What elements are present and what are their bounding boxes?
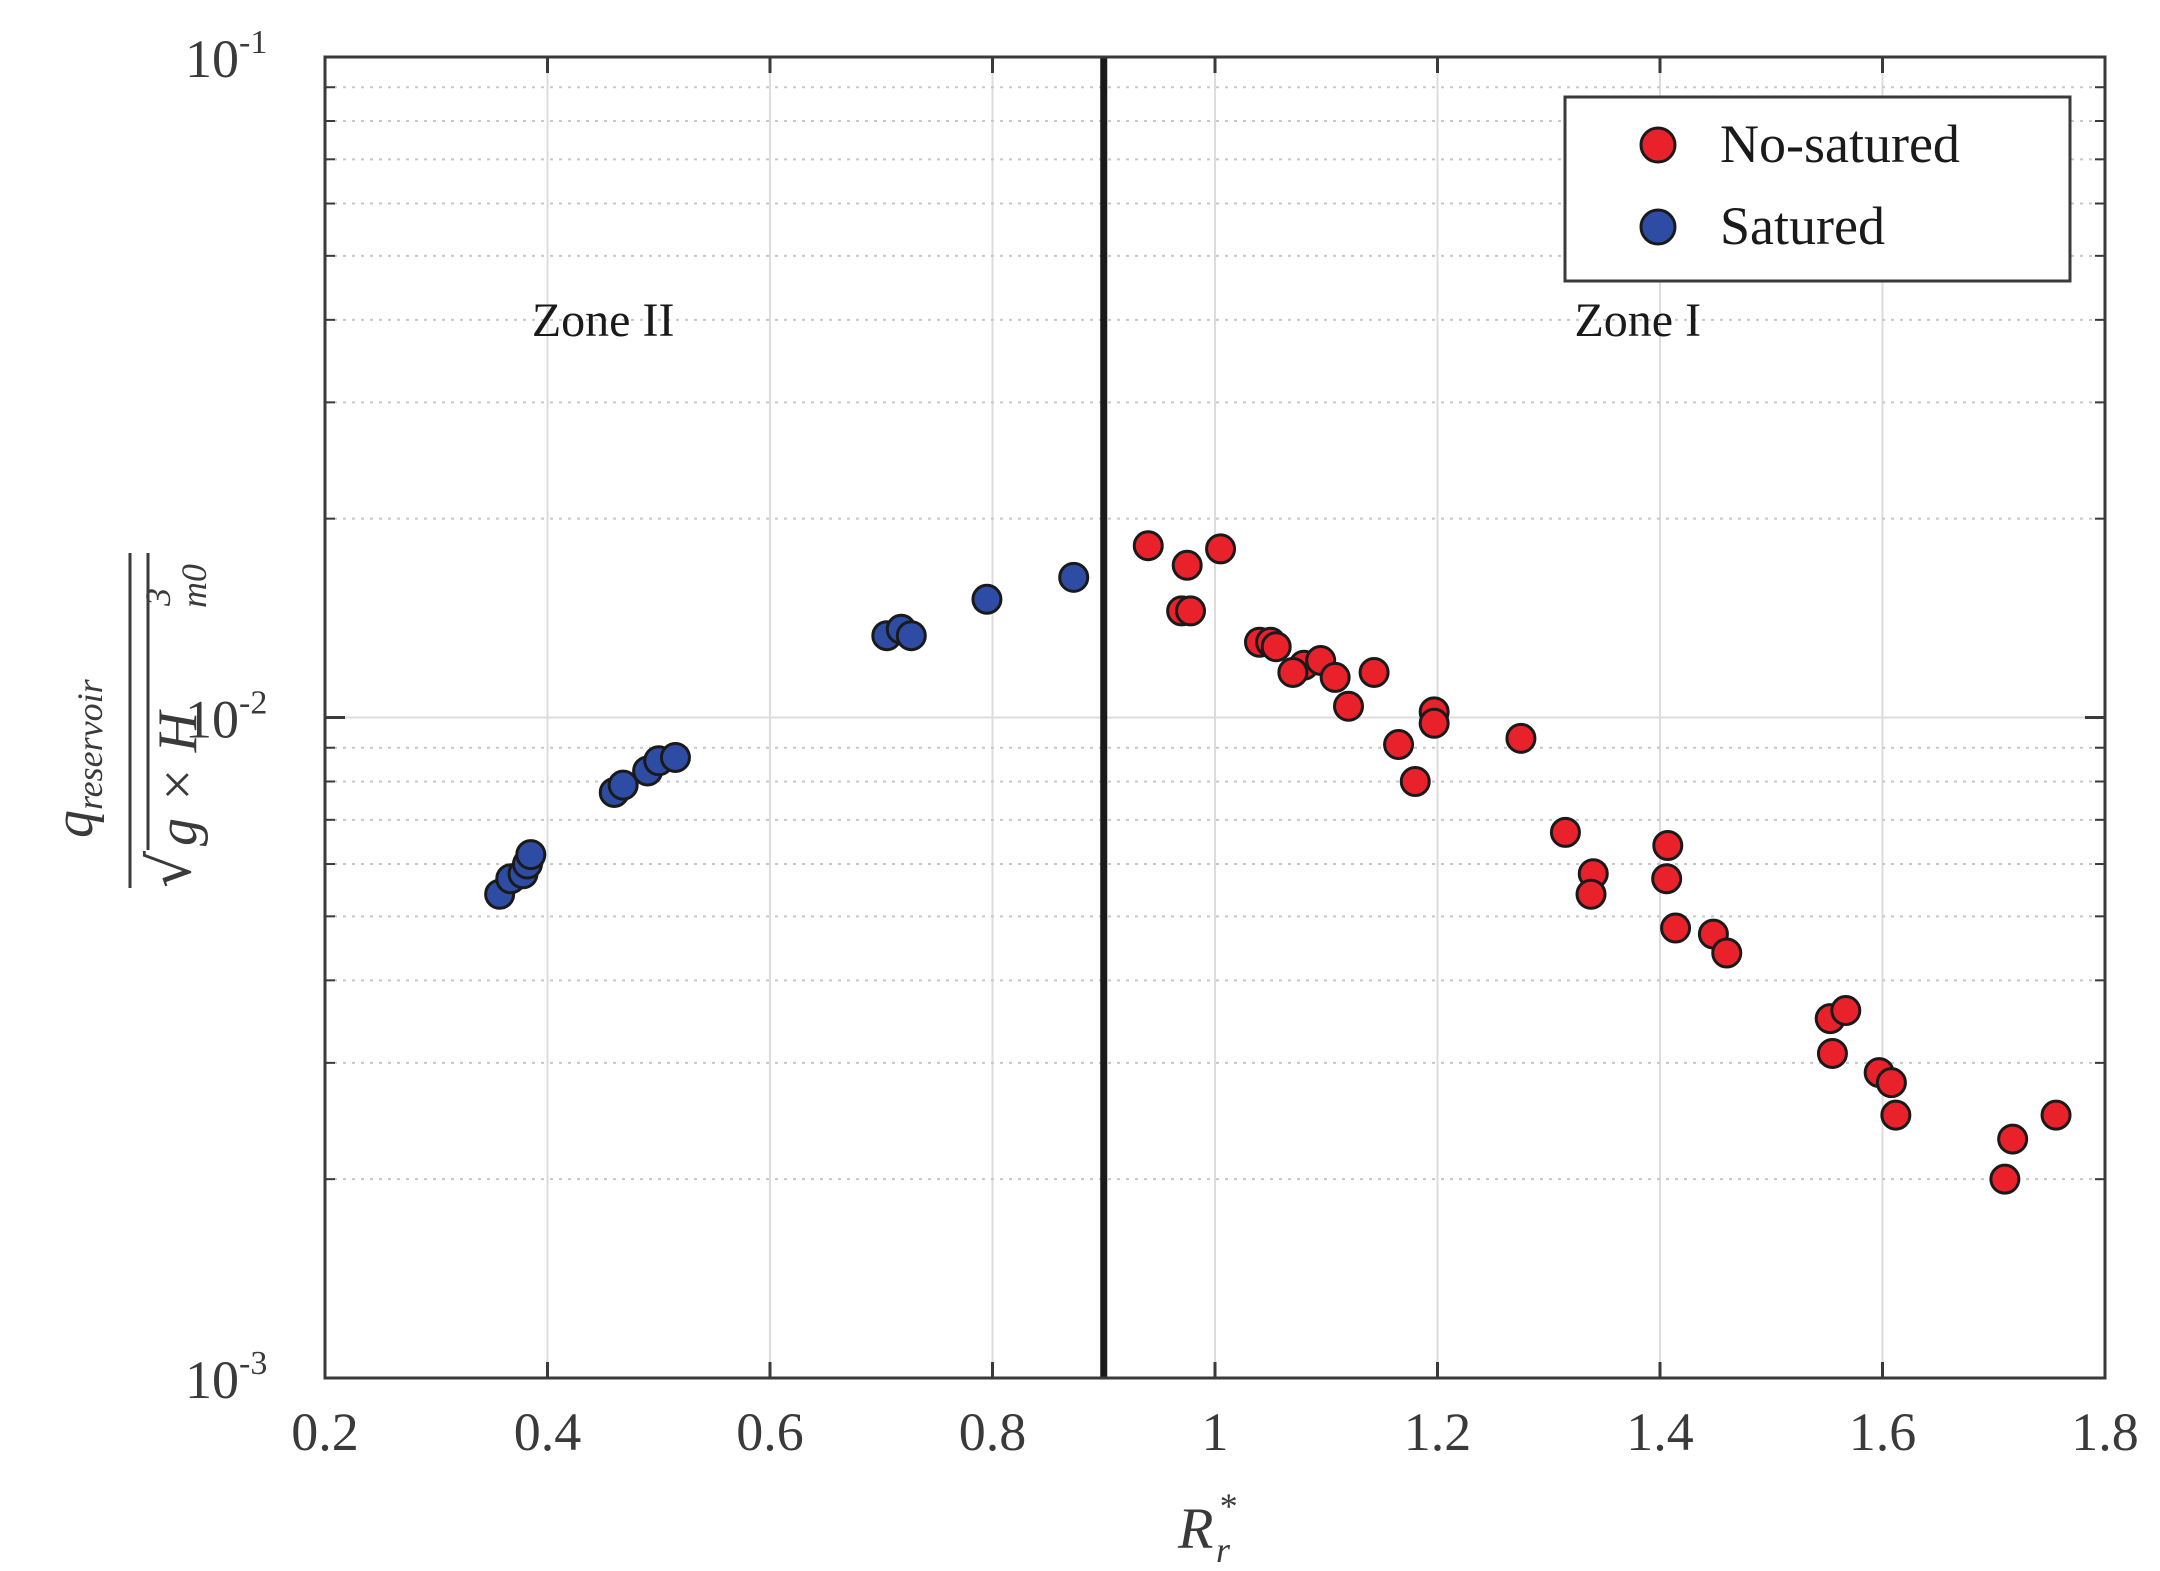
data-point-no-satured [1711,937,1743,969]
data-point-no-satured [1549,816,1581,848]
y-tick-label-base: 10 [185,690,239,750]
legend-marker-no-satured [1639,126,1677,164]
sqrt-symbol: √ [136,851,204,888]
legend-box [1563,95,2072,283]
data-point-no-satured [1277,656,1309,688]
x-tick-label: 1.2 [1404,1402,1472,1462]
data-point-satured [971,583,1003,615]
legend-label-no-satured: No-satured [1720,114,1960,174]
data-point-no-satured [1205,533,1237,565]
x-tick-label: 1.6 [1849,1402,1917,1462]
data-point-no-satured [1132,530,1164,562]
data-point-satured [659,741,691,773]
zone-label: Zone I [1574,294,1701,347]
data-point-no-satured [1175,595,1207,627]
y-tick-label-exponent: -3 [239,1345,267,1382]
data-point-no-satured [1418,707,1450,739]
data-point-no-satured [1319,661,1351,693]
data-point-no-satured [1333,690,1364,722]
x-tick-label: 0.4 [514,1402,582,1462]
data-point-no-satured [1171,549,1203,581]
data-points [484,530,2072,1195]
y-tick-label-base: 10 [185,1350,239,1410]
data-point-no-satured [1651,863,1683,895]
y-tick-label: 10-1 [185,24,267,89]
zone-annotations: Zone II Zone I [532,294,1701,347]
y-axis-label-den: g × H [147,709,209,846]
legend-marker-satured [1639,208,1677,246]
x-tick-labels: 0.2 0.4 0.6 0.8 1 1.2 1.4 1.6 1.8 [291,1402,2139,1462]
data-point-no-satured [1875,1067,1907,1099]
data-point-no-satured [1260,631,1292,663]
y-tick-label-exponent: -2 [239,685,267,722]
data-point-no-satured [1816,1037,1848,1069]
zone-label: Zone II [532,294,675,347]
y-tick-label-exponent: -1 [239,24,267,61]
y-axis-label-q: q [43,810,105,838]
data-point-no-satured [1880,1099,1912,1131]
y-tick-label: 10-3 [185,1345,267,1410]
y-axis-label-q-sub: reservoir [70,678,110,810]
x-tick-label: 0.8 [959,1402,1027,1462]
data-point-no-satured [1358,656,1390,688]
x-tick-label: 1.8 [2071,1402,2139,1462]
y-axis-label-den-sub: m0 [174,564,214,608]
tick-marks [323,55,2107,1380]
legend-label-satured: Satured [1720,196,1885,256]
y-tick-label: 10-2 [185,685,267,750]
x-tick-label: 0.6 [736,1402,804,1462]
x-tick-label: 1.4 [1626,1402,1694,1462]
legend: No-satured Satured [1563,95,2072,283]
x-tick-label: 1 [1202,1402,1229,1462]
y-tick-labels: 10-310-210-1 [185,24,267,1410]
y-axis-label: q reservoir √ g × H 3 m0 [43,553,214,888]
x-axis-label: R * r [1177,1486,1236,1570]
data-point-no-satured [1399,766,1431,798]
data-point-no-satured [1997,1123,2029,1155]
x-tick-label: 0.2 [291,1402,359,1462]
x-axis-label-sup: * [1218,1486,1236,1526]
data-point-satured [895,620,927,652]
x-axis-label-sub: r [1216,1530,1231,1570]
y-axis-label-den-sup: 3 [138,588,178,607]
y-tick-label-base: 10 [185,29,239,89]
data-point-no-satured [1652,830,1684,862]
data-point-no-satured [1383,729,1415,761]
data-point-satured [607,769,639,801]
data-point-no-satured [1989,1163,2021,1195]
x-axis-label-base: R [1177,1496,1213,1561]
data-point-satured [1058,561,1090,593]
data-point-satured [515,839,547,871]
data-point-no-satured [2040,1099,2072,1131]
data-point-no-satured [1575,878,1607,910]
data-point-no-satured [1660,912,1692,944]
data-point-no-satured [1830,995,1862,1027]
data-point-no-satured [1505,722,1537,754]
